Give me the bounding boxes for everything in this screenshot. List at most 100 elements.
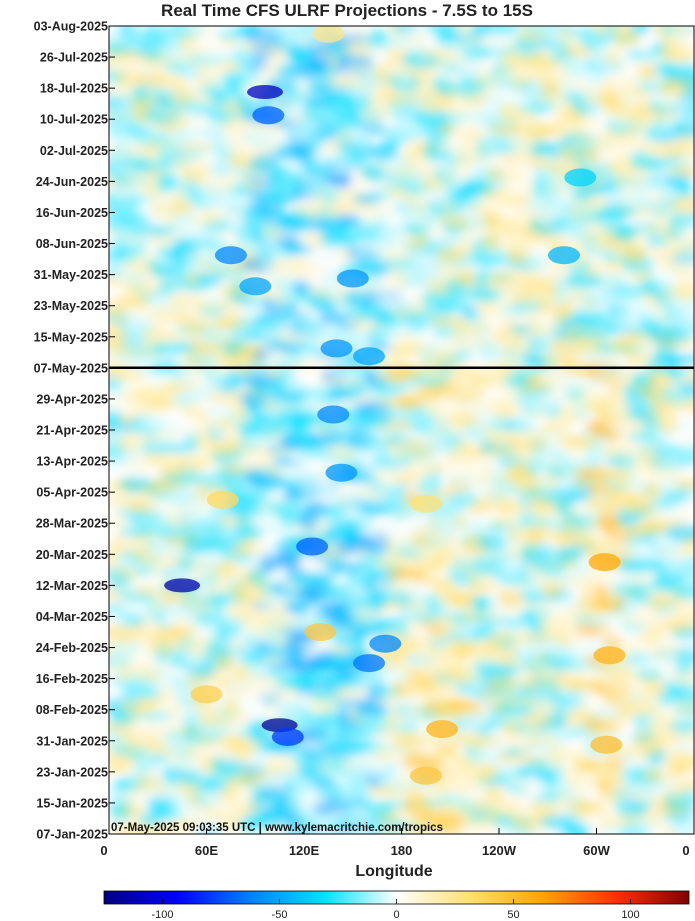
- heatmap-cell: [369, 27, 387, 47]
- heatmap-cell: [472, 795, 511, 814]
- x-axis: 0 60E 120E 180 120W 60W 0: [100, 828, 695, 858]
- heatmap-cell: [664, 353, 694, 366]
- heatmap-cell: [317, 583, 341, 600]
- heatmap-cell: [598, 364, 627, 378]
- heatmap-cell: [482, 784, 505, 802]
- heatmap-cell: [670, 685, 694, 704]
- heatmap-cell: [477, 340, 502, 352]
- heatmap-cell: [157, 280, 178, 295]
- heatmap-cell: [601, 250, 622, 264]
- y-tick-label: 02-Jul-2025: [40, 144, 108, 158]
- y-tick-label: 28-Mar-2025: [36, 517, 108, 531]
- colorbar-ticks: -100 -50 0 50 100: [151, 899, 640, 921]
- heatmap-cell: [584, 389, 605, 400]
- heatmap-cell: [670, 175, 692, 193]
- heatmap-cell: [392, 729, 419, 751]
- heatmap-cell: [195, 416, 222, 438]
- heatmap-cell: [142, 780, 172, 792]
- heatmap-cell: [426, 812, 464, 830]
- anomaly-mark: [271, 727, 304, 746]
- heatmap-cell: [109, 408, 124, 427]
- heatmap-cell: [590, 312, 623, 333]
- heatmap-cell: [327, 562, 365, 573]
- anomaly-marks: [164, 26, 626, 785]
- y-tick-label: 13-Apr-2025: [36, 455, 108, 469]
- heatmap-cell: [594, 769, 628, 783]
- heatmap-cell: [375, 465, 399, 487]
- y-tick-label: 08-Jun-2025: [36, 237, 108, 251]
- heatmap-cell: [526, 194, 552, 216]
- heatmap-cell: [671, 600, 694, 622]
- heatmap-cell: [462, 460, 501, 483]
- heatmap-cell: [519, 542, 556, 562]
- heatmap-cell: [198, 126, 229, 140]
- y-axis: 03-Aug-2025 26-Jul-2025 18-Jul-2025 10-Jul-…: [34, 20, 115, 842]
- y-tick-label: 12-Mar-2025: [36, 579, 108, 593]
- anomaly-mark: [353, 347, 385, 366]
- heatmap-cell: [449, 363, 475, 379]
- anomaly-mark: [304, 623, 337, 641]
- anomaly-mark: [325, 463, 358, 482]
- heatmap-cell: [538, 768, 560, 783]
- heatmap-cell: [199, 779, 229, 793]
- heatmap-cell: [680, 580, 694, 594]
- heatmap-cell: [435, 741, 459, 757]
- x-tick-label: 0: [682, 843, 689, 858]
- heatmap-cell: [556, 41, 583, 52]
- heatmap-cell: [672, 662, 694, 676]
- anomaly-mark: [239, 277, 272, 296]
- heatmap-cell: [129, 174, 165, 195]
- heatmap-cell: [668, 720, 694, 733]
- heatmap-cell: [523, 307, 543, 320]
- x-tick-label: 60W: [583, 843, 610, 858]
- heatmap-cell: [676, 93, 694, 104]
- heatmap-cell: [476, 534, 507, 551]
- colorbar-tick-label: 100: [621, 909, 639, 921]
- heatmap-cell: [607, 683, 649, 706]
- heatmap-cell: [331, 605, 358, 624]
- y-tick-label: 23-May-2025: [34, 299, 108, 313]
- heatmap-cell: [656, 416, 680, 434]
- anomaly-mark: [409, 494, 442, 513]
- heatmap-cell: [592, 612, 623, 626]
- anomaly-mark: [590, 735, 623, 754]
- heatmap-cell: [679, 787, 694, 808]
- y-tick-label: 24-Feb-2025: [36, 641, 108, 655]
- heatmap-cell: [485, 169, 507, 180]
- heatmap-cell: [521, 120, 552, 138]
- y-tick-label: 04-Mar-2025: [36, 610, 108, 624]
- heatmap-cell: [157, 140, 186, 158]
- anomaly-mark: [320, 339, 353, 358]
- heatmap-cell: [391, 526, 418, 541]
- credit-text: 07-May-2025 09:03:35 UTC | www.kylemacri…: [111, 822, 443, 834]
- y-tick-label: 07-May-2025: [34, 361, 108, 375]
- heatmap-cell: [672, 26, 692, 37]
- anomaly-mark: [190, 685, 223, 704]
- heatmap-cell: [579, 292, 611, 306]
- heatmap-cell: [621, 257, 657, 275]
- heatmap-cell: [586, 260, 607, 273]
- y-tick-label: 16-Feb-2025: [36, 672, 108, 686]
- heatmap-cell: [220, 170, 239, 192]
- y-tick-label: 03-Aug-2025: [34, 20, 108, 34]
- y-tick-label: 08-Feb-2025: [36, 703, 108, 717]
- heatmap-cell: [266, 48, 293, 63]
- heatmap-cell: [358, 429, 393, 449]
- heatmap-cell: [546, 756, 581, 771]
- heatmap-cell: [298, 562, 327, 574]
- heatmap-cell: [576, 576, 600, 590]
- heatmap-cell: [401, 752, 443, 771]
- heatmap-cell: [671, 120, 694, 138]
- heatmap-cell: [610, 26, 636, 36]
- heatmap-cell: [291, 598, 311, 618]
- y-tick-label: 16-Jun-2025: [36, 206, 108, 220]
- y-tick-label: 31-May-2025: [34, 268, 108, 282]
- heatmap-cell: [274, 30, 305, 44]
- heatmap-cell: [301, 746, 327, 760]
- heatmap-cell: [629, 26, 651, 36]
- heatmap-cell: [217, 557, 240, 579]
- colorbar-tick-label: -50: [272, 909, 288, 921]
- heatmap-cell: [650, 273, 673, 287]
- anomaly-mark: [206, 490, 239, 509]
- heatmap-cell: [482, 32, 513, 52]
